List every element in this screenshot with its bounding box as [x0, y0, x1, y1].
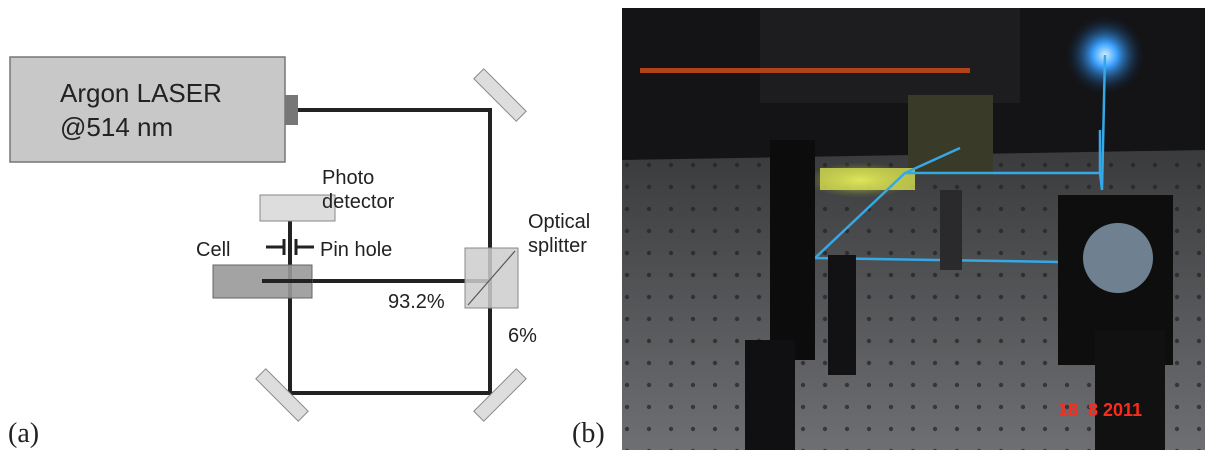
photodetector-label: detector [322, 191, 395, 213]
post [828, 255, 856, 375]
pinhole-label: Pin hole [320, 239, 392, 261]
cell-glow [820, 168, 915, 190]
pinhole [266, 239, 314, 255]
orange-strip [640, 68, 970, 73]
beam-path [288, 108, 492, 395]
mirror [473, 68, 527, 122]
filter-plate [908, 95, 993, 175]
panel-label: (a) [8, 418, 39, 449]
transmitted-label: 93.2% [388, 291, 445, 313]
panel-b-photo: 18 8 2011 [622, 8, 1205, 450]
panel-a: Argon LASER @514 nm Optical splitter Cel… [8, 56, 590, 449]
splitter-label: splitter [528, 235, 587, 257]
laser-box [9, 56, 286, 163]
photodetector-label: Photo [322, 167, 374, 189]
splitter-label: Optical [528, 211, 590, 233]
photodetector [259, 194, 336, 222]
reflected-label: 6% [508, 325, 537, 347]
laser-name: Argon LASER [60, 78, 222, 108]
post [940, 190, 962, 270]
post [745, 340, 795, 450]
panel-label: (b) [572, 418, 605, 449]
lens [1083, 223, 1153, 293]
splitter-diagonal [467, 250, 516, 306]
equipment [760, 8, 1020, 103]
post-mount [770, 140, 815, 360]
cell-label: Cell [196, 239, 230, 261]
laser-aperture [285, 95, 298, 125]
mirror [255, 368, 309, 422]
post [1095, 330, 1165, 450]
laser-wavelength: @514 nm [60, 112, 173, 142]
mirror [473, 368, 527, 422]
timestamp: 18 8 2011 [1058, 400, 1142, 420]
